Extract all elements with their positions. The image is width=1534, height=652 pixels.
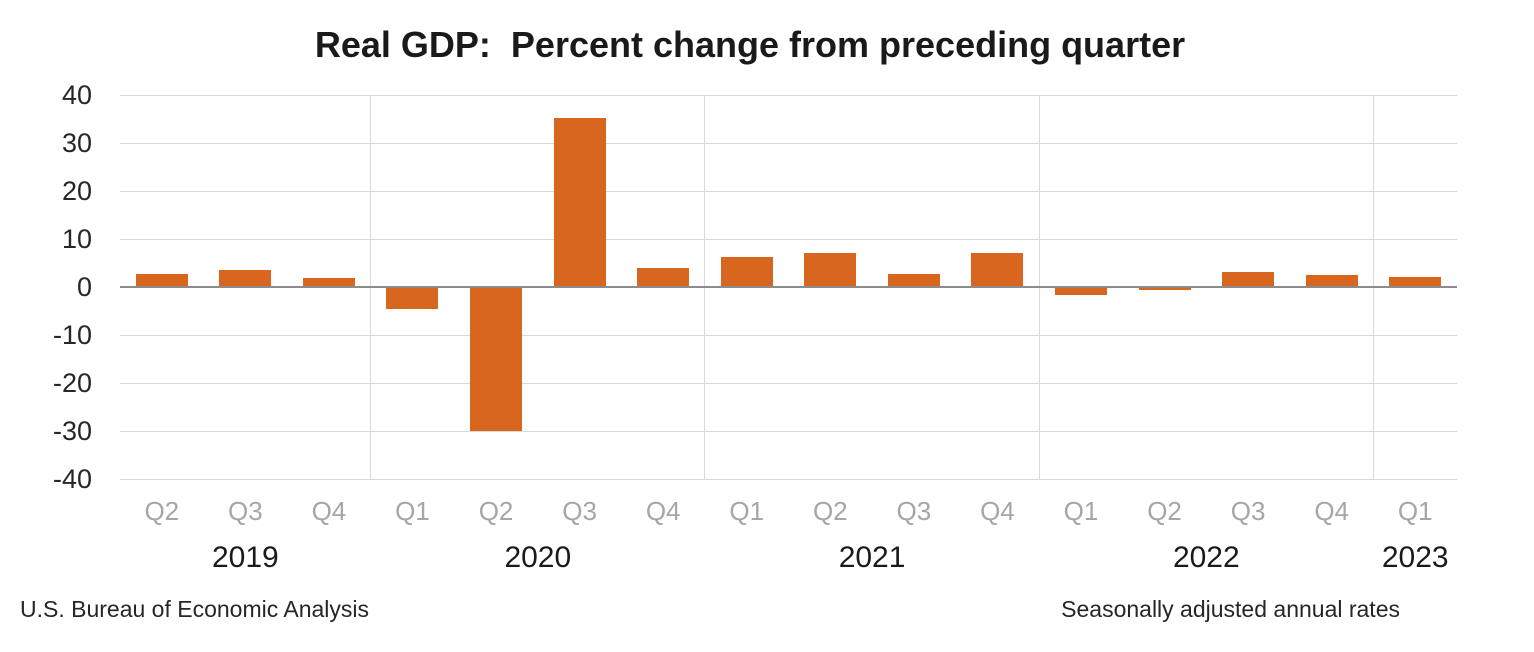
bar-2019-Q4 xyxy=(302,278,355,287)
quarter-tick-label: Q2 xyxy=(144,496,180,526)
gridline xyxy=(120,94,1457,96)
bar-2020-Q4 xyxy=(637,268,690,287)
quarter-tick-label: Q2 xyxy=(478,496,514,526)
bar-2020-Q2 xyxy=(470,287,523,431)
y-tick-label: -20 xyxy=(52,368,92,398)
y-tick-label: 30 xyxy=(61,128,92,158)
year-label-2020: 2020 xyxy=(504,541,572,574)
quarter-tick-label: Q1 xyxy=(395,496,430,526)
year-label-2023: 2023 xyxy=(1381,541,1449,574)
quarter-tick-label: Q2 xyxy=(1147,496,1182,526)
gridline xyxy=(120,238,1457,240)
quarter-tick-label: Q3 xyxy=(896,496,932,526)
quarter-tick-label: Q2 xyxy=(812,496,848,526)
gridline xyxy=(120,142,1457,144)
bar-2020-Q1 xyxy=(386,287,439,310)
bar-2023-Q1 xyxy=(1389,277,1442,287)
quarter-tick-label: Q1 xyxy=(1397,496,1433,526)
year-label-2022: 2022 xyxy=(1172,541,1240,574)
gridline xyxy=(120,430,1457,432)
bar-2022-Q2 xyxy=(1138,287,1191,290)
year-label-2019: 2019 xyxy=(211,541,279,574)
y-tick-label: -10 xyxy=(52,320,92,350)
y-tick-label: 20 xyxy=(61,176,92,206)
source-note: U.S. Bureau of Economic Analysis xyxy=(20,596,369,622)
plot-area xyxy=(120,94,1457,480)
y-tick-label: -30 xyxy=(52,416,92,446)
quarter-tick-label: Q3 xyxy=(1230,496,1266,526)
quarter-tick-label: Q4 xyxy=(645,496,681,526)
bar-2019-Q2 xyxy=(135,274,188,287)
bar-2020-Q3 xyxy=(553,117,606,287)
gridline xyxy=(120,190,1457,192)
adjustment-note: Seasonally adjusted annual rates xyxy=(1061,596,1400,622)
y-tick-label: -40 xyxy=(52,464,92,494)
bar-2021-Q3 xyxy=(887,274,940,287)
quarter-tick-label: Q4 xyxy=(980,496,1015,526)
bar-2022-Q4 xyxy=(1305,274,1358,287)
chart-title: Real GDP: Percent change from preceding … xyxy=(314,24,1186,65)
bar-2019-Q3 xyxy=(219,269,272,287)
y-tick-label: 0 xyxy=(76,272,92,302)
gridline xyxy=(120,478,1457,480)
gridline xyxy=(120,382,1457,384)
bar-2021-Q1 xyxy=(720,256,773,287)
quarter-tick-label: Q1 xyxy=(1063,496,1099,526)
gridline xyxy=(120,334,1457,336)
bar-2022-Q1 xyxy=(1054,287,1107,295)
year-label-2021: 2021 xyxy=(838,541,906,574)
quarter-tick-label: Q4 xyxy=(311,496,347,526)
bar-2022-Q3 xyxy=(1222,271,1275,287)
y-tick-label: 40 xyxy=(61,80,92,110)
quarter-tick-label: Q1 xyxy=(729,496,765,526)
y-tick-label: 10 xyxy=(61,224,92,254)
quarter-tick-label: Q4 xyxy=(1314,496,1349,526)
quarter-tick-label: Q3 xyxy=(228,496,263,526)
zero-axis-line xyxy=(120,286,1457,288)
quarter-tick-label: Q3 xyxy=(562,496,597,526)
bar-2021-Q2 xyxy=(804,253,857,287)
bar-2021-Q4 xyxy=(971,253,1024,287)
